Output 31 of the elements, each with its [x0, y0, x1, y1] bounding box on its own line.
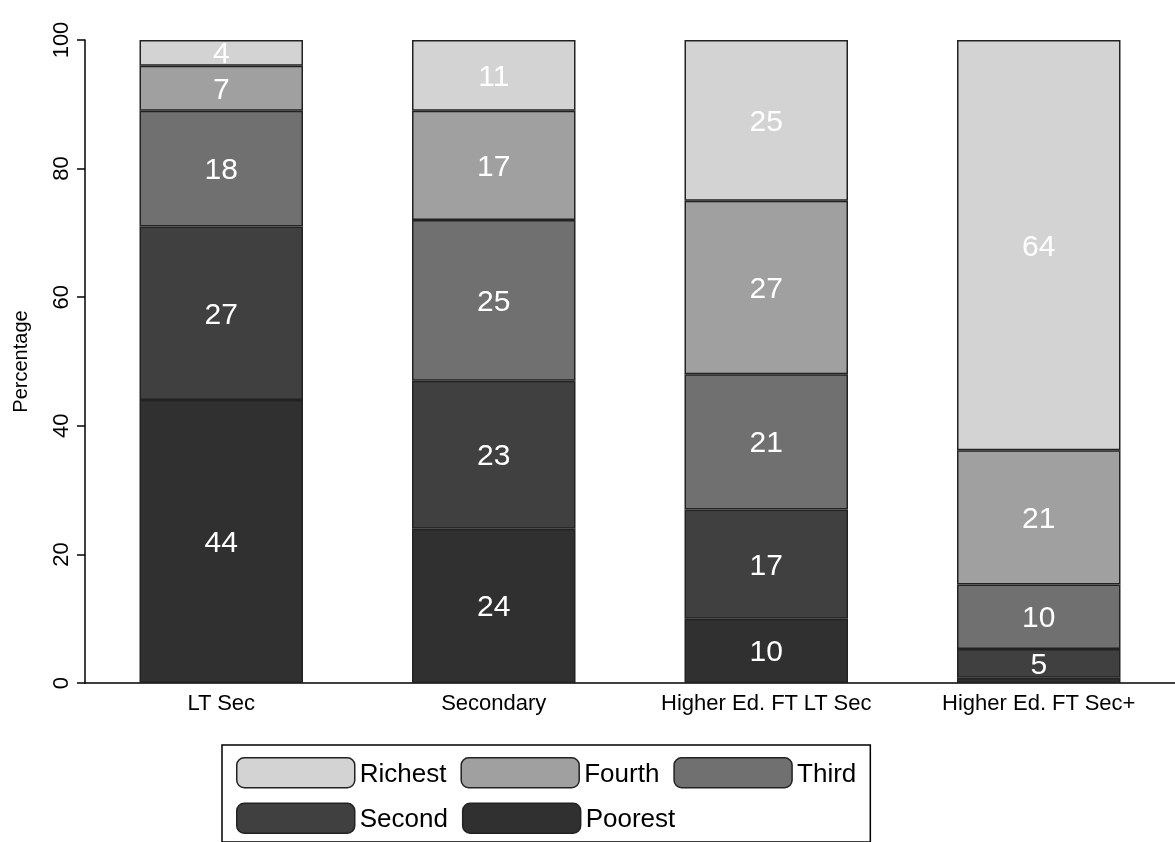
- legend-label: Richest: [359, 757, 448, 788]
- y-tick-label: 60: [47, 284, 73, 310]
- data-label: 23: [477, 438, 511, 472]
- data-label: 10: [1022, 600, 1056, 634]
- data-label: 21: [1022, 500, 1056, 534]
- x-tick-label: LT Sec: [187, 689, 256, 715]
- data-label: 27: [749, 271, 783, 305]
- y-tick-label: 20: [47, 542, 73, 567]
- data-label: 25: [477, 283, 511, 317]
- data-label: 27: [204, 296, 238, 330]
- data-label: 18: [204, 152, 238, 186]
- data-label: 21: [749, 425, 783, 459]
- data-label: 44: [204, 525, 238, 559]
- y-tick-label: 0: [47, 676, 73, 690]
- legend-label: Second: [359, 803, 448, 834]
- y-axis-title: Percentage: [9, 310, 31, 413]
- data-label: 5: [1030, 646, 1048, 680]
- data-label: 10: [749, 634, 783, 668]
- y-tick-label: 40: [47, 413, 73, 439]
- x-tick-label: Higher Ed. FT Sec+: [942, 689, 1136, 715]
- legend-label: Fourth: [584, 757, 660, 788]
- data-label: 17: [749, 547, 783, 581]
- data-label: 17: [477, 148, 511, 182]
- data-label: 24: [477, 589, 511, 623]
- x-tick-label: Higher Ed. FT LT Sec: [661, 689, 872, 715]
- y-tick-label: 100: [47, 21, 73, 59]
- y-tick-label: 80: [47, 156, 73, 181]
- x-tick-label: Secondary: [441, 689, 547, 715]
- legend-label: Poorest: [585, 803, 677, 834]
- data-label: 7: [212, 71, 230, 105]
- legend-label: Third: [797, 757, 857, 788]
